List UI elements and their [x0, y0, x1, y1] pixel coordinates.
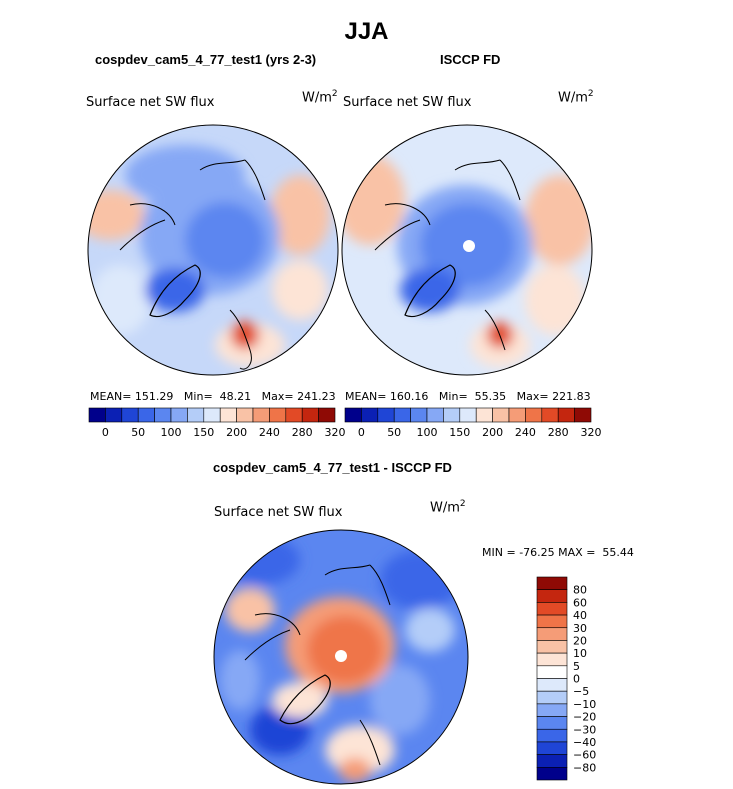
panel1-colorbar-swatch [252, 407, 270, 423]
panel2-colorbar-tick: 100 [417, 426, 438, 439]
panel1-colorbar-swatch [187, 407, 205, 423]
panel3-colorbar-tick: 5 [573, 660, 580, 673]
panel1-colorbar-swatch [301, 407, 319, 423]
panel3-pole-mask [335, 650, 347, 662]
panel3-colorbar-swatch [536, 602, 568, 616]
panel3-colorbar-tick: 0 [573, 673, 580, 686]
panel2-stats: MEAN= 160.16 Min= 55.35 Max= 221.83 [345, 390, 591, 403]
panel3-colorbar-swatch [536, 690, 568, 705]
panel3-colorbar-tick: 60 [573, 596, 587, 609]
panel1-colorbar-swatch [236, 407, 254, 423]
panel2-colorbar-swatch [492, 407, 510, 423]
panel3-colorbar-tick: −20 [573, 711, 596, 724]
panel2-colorbar-tick: 240 [515, 426, 536, 439]
panel1-colorbar-swatch [88, 407, 106, 423]
panel3-colorbar-tick: 30 [573, 622, 587, 635]
panel2-colorbar-tick: 0 [358, 426, 365, 439]
panel2-colorbar-tick: 50 [387, 426, 401, 439]
season-title: JJA [344, 18, 389, 45]
panel1-colorbar-tick: 240 [259, 426, 280, 439]
panel3-colorbar-swatch [536, 665, 568, 679]
panel3-colorbar-swatch [536, 614, 568, 629]
panel1-field-label: Surface net SW flux [86, 95, 215, 110]
panel3-units: W/m2 [430, 499, 466, 516]
panel2-colorbar-swatch [443, 407, 461, 423]
panel2-colorbar-swatch [508, 407, 526, 423]
panel2-colorbar-swatch [475, 407, 493, 423]
panel3-colorbar-tick: −10 [573, 698, 596, 711]
panel1-colorbar: 0 50 100 150 200 240 280 320 [88, 407, 346, 439]
panel3-colorbar-swatch [536, 728, 568, 743]
panel1-colorbar-swatch [170, 407, 188, 423]
panel2-colorbar-tick: 320 [581, 426, 602, 439]
panel3-field-label: Surface net SW flux [214, 505, 343, 520]
panel2-colorbar-swatch [459, 407, 477, 423]
panel1-units: W/m2 [302, 89, 338, 106]
panel2-colorbar-swatch [393, 407, 411, 423]
panel3-colorbar-swatch [536, 716, 568, 730]
panel3-colorbar-tick: 20 [573, 634, 587, 647]
panel1-colorbar-swatch [121, 407, 139, 423]
panel2-colorbar-swatch [541, 407, 559, 423]
panel1-colorbar-tick: 100 [161, 426, 182, 439]
panel3-stats: MIN = -76.25 MAX = 55.44 [482, 546, 634, 559]
panel2-colorbar-tick: 280 [548, 426, 569, 439]
panel2-title: ISCCP FD [440, 52, 501, 67]
panel3-colorbar-tick: −80 [573, 761, 596, 774]
panel3-colorbar-tick: 10 [573, 647, 587, 660]
panel3-colorbar-swatch [536, 767, 568, 781]
panel1-colorbar-tick: 0 [102, 426, 109, 439]
panel1-colorbar-swatch [105, 407, 123, 423]
panel1-stats: MEAN= 151.29 Min= 48.21 Max= 241.23 [90, 390, 336, 403]
panel3-colorbar-tick: −30 [573, 723, 596, 736]
panel2-units: W/m2 [558, 89, 594, 106]
panel1-colorbar-swatch [203, 407, 221, 423]
panel3-colorbar-swatch [536, 640, 568, 654]
panel3-colorbar-swatch [536, 741, 568, 755]
panel3-title: cospdev_cam5_4_77_test1 - ISCCP FD [213, 460, 452, 475]
panel3-colorbar-swatch [536, 678, 568, 692]
panel1-title: cospdev_cam5_4_77_test1 (yrs 2-3) [95, 52, 317, 67]
panel3-colorbar-tick: −5 [573, 685, 589, 698]
panel2-colorbar-swatch [361, 407, 379, 423]
panel2-polar-map [341, 124, 593, 376]
panel1-colorbar-tick: 320 [325, 426, 346, 439]
panel2-colorbar: 0 50 100 150 200 240 280 320 [344, 407, 602, 439]
panel1-colorbar-swatch [269, 407, 287, 423]
panel2-colorbar-tick: 150 [449, 426, 470, 439]
panel3-colorbar-swatch [536, 754, 568, 768]
panel1-colorbar-tick: 280 [292, 426, 313, 439]
panel3-colorbar-swatch [536, 652, 568, 667]
panel3-colorbar-swatch [536, 576, 568, 590]
panel1-colorbar-tick: 150 [193, 426, 214, 439]
panel1-colorbar-swatch [154, 407, 172, 423]
panel3-colorbar-swatch [536, 589, 568, 603]
panel1-colorbar-swatch [285, 407, 303, 423]
panel3-polar-map [213, 529, 469, 785]
panel3-colorbar-tick: 80 [573, 584, 587, 597]
panel1-colorbar-tick: 200 [226, 426, 247, 439]
panel2-colorbar-tick: 200 [482, 426, 503, 439]
panel2-colorbar-swatch [377, 407, 395, 423]
panel1-colorbar-swatch [318, 407, 336, 423]
panel1-colorbar-swatch [137, 407, 155, 423]
panel1-colorbar-swatch [219, 407, 237, 423]
panel2-colorbar-swatch [525, 407, 543, 423]
panel2-pole-mask [463, 240, 475, 252]
panel2-colorbar-swatch [557, 407, 575, 423]
panel2-colorbar-swatch [574, 407, 592, 423]
panel3-colorbar-tick: 40 [573, 609, 587, 622]
panel3-colorbar-swatch [536, 627, 568, 641]
panel3-colorbar-tick: −40 [573, 736, 596, 749]
panel2-field-label: Surface net SW flux [343, 95, 472, 110]
panel1-colorbar-tick: 50 [131, 426, 145, 439]
panel2-colorbar-swatch [410, 407, 428, 423]
panel3-colorbar-tick: −60 [573, 749, 596, 762]
panel3-colorbar-swatch [536, 703, 568, 717]
panel1-polar-map [87, 124, 339, 376]
panel2-colorbar-swatch [344, 407, 362, 423]
panel2-colorbar-swatch [426, 407, 444, 423]
